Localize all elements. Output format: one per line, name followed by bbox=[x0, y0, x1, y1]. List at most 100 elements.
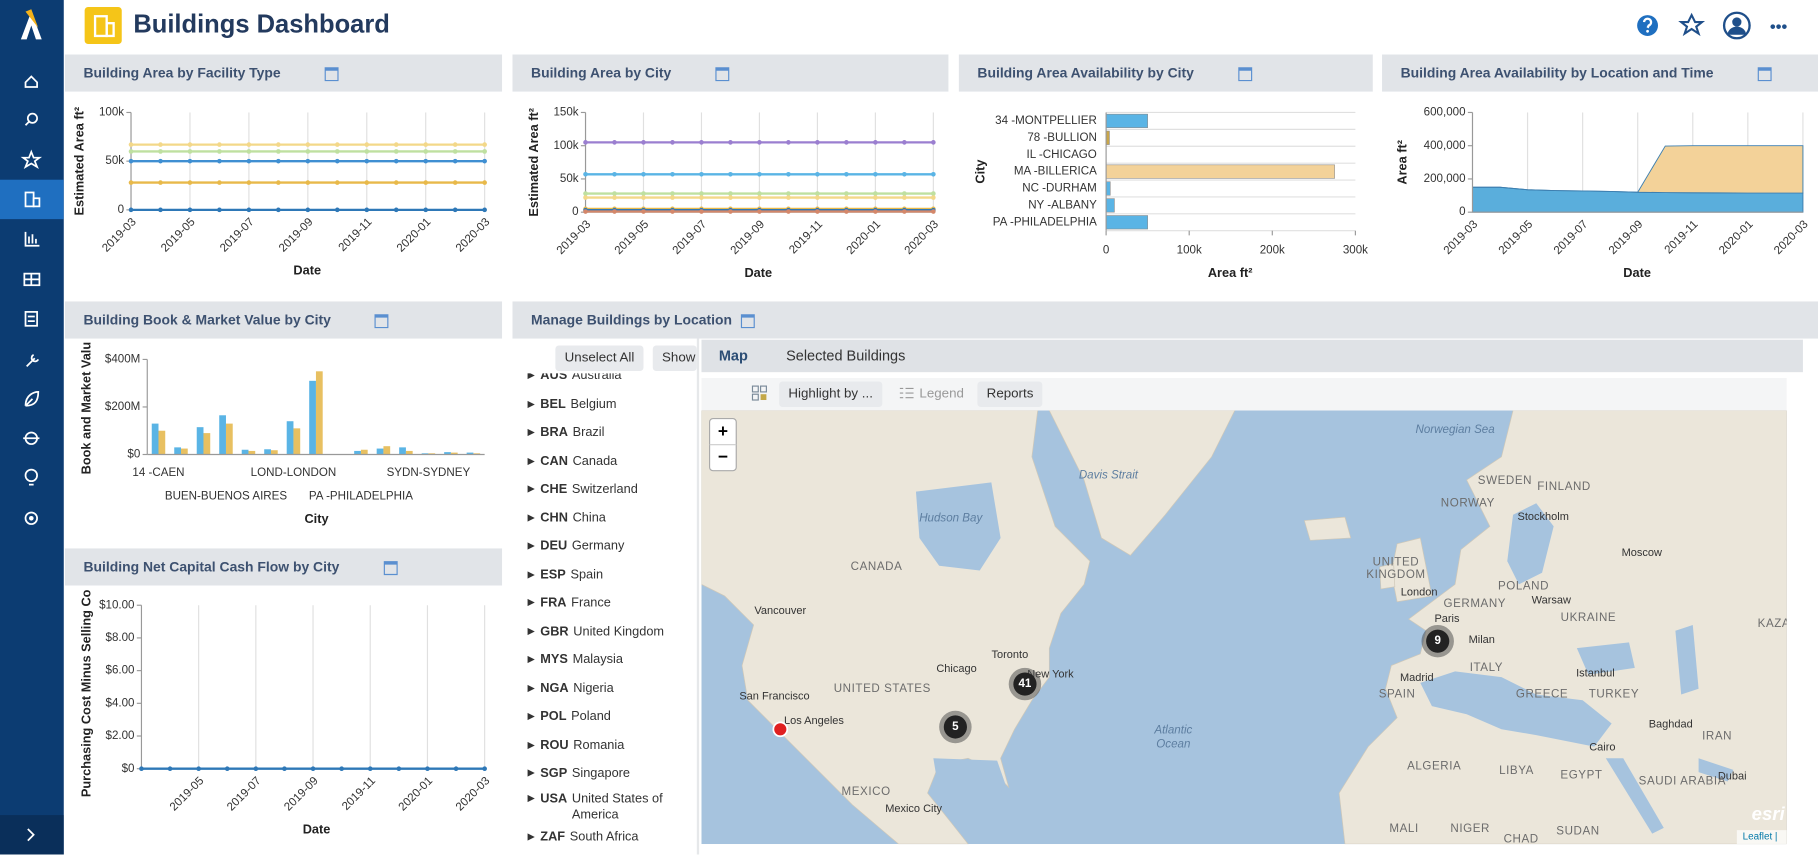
expand-arrow[interactable]: ▶ bbox=[527, 682, 535, 693]
expand-arrow[interactable]: ▶ bbox=[527, 739, 535, 750]
expand-arrow[interactable]: ▶ bbox=[527, 792, 535, 803]
expand-arrow[interactable]: ▶ bbox=[527, 710, 535, 722]
unselect-all-button[interactable]: Unselect All bbox=[555, 345, 644, 372]
tree-item[interactable]: ▶ CAN Canada bbox=[528, 447, 696, 475]
land-ireland bbox=[1379, 563, 1396, 590]
tab[interactable]: Map bbox=[718, 347, 748, 365]
point bbox=[423, 158, 429, 164]
panel-menu-icon[interactable] bbox=[383, 560, 398, 575]
tree-item[interactable]: ▶ SGP Singapore bbox=[528, 759, 696, 787]
zoom-out[interactable]: − bbox=[718, 447, 728, 467]
tree-item[interactable]: ▶ BEL Belgium bbox=[528, 390, 696, 418]
expand-sidebar[interactable] bbox=[27, 828, 35, 842]
tree-item[interactable]: ▶ FRA France bbox=[528, 589, 696, 617]
favorite-button[interactable] bbox=[1678, 12, 1706, 37]
tree-item[interactable]: ▶ ZAF South Africa bbox=[528, 823, 696, 851]
expand-arrow[interactable]: ▶ bbox=[527, 511, 535, 523]
x-axis-title: Date bbox=[293, 263, 321, 278]
cluster[interactable]: 5 bbox=[939, 710, 972, 744]
logo[interactable] bbox=[20, 11, 42, 40]
nav-tools[interactable] bbox=[26, 354, 40, 367]
nav-settings[interactable] bbox=[24, 511, 38, 525]
tree-item[interactable]: ▶ MYS Malaysia bbox=[528, 646, 696, 674]
tree-item[interactable]: ▶ BRA Brazil bbox=[528, 419, 696, 447]
map-label: NORWAY bbox=[1441, 497, 1495, 509]
point bbox=[757, 191, 762, 196]
nav-home[interactable] bbox=[24, 75, 38, 88]
nav-search[interactable] bbox=[24, 112, 38, 126]
point bbox=[452, 142, 458, 147]
panel-header: Building Net Capital Cash Flow by City bbox=[64, 548, 503, 586]
building-marker[interactable] bbox=[772, 721, 789, 738]
panel-menu-icon[interactable] bbox=[1237, 67, 1252, 81]
nav-tables[interactable] bbox=[23, 272, 41, 287]
nav-reports[interactable] bbox=[24, 231, 40, 247]
panel-menu-icon[interactable] bbox=[374, 314, 389, 328]
expand-arrow[interactable]: ▶ bbox=[527, 830, 535, 842]
tab[interactable]: Selected Buildings bbox=[786, 347, 906, 365]
show-button[interactable]: Show bbox=[652, 345, 697, 372]
expand-arrow[interactable]: ▶ bbox=[527, 483, 535, 494]
tree-item[interactable]: ▶ USA United States of America bbox=[528, 788, 696, 823]
expand-arrow[interactable]: ▶ bbox=[527, 568, 535, 580]
bar bbox=[241, 449, 249, 455]
point bbox=[305, 180, 311, 185]
point bbox=[305, 149, 311, 154]
tree-item[interactable]: ▶ CHE Switzerland bbox=[528, 475, 696, 503]
more-button[interactable] bbox=[1770, 24, 1787, 29]
tree-item[interactable]: ▶ CHN China bbox=[528, 504, 696, 532]
tree-item[interactable]: ▶ ESP Spain bbox=[528, 561, 696, 589]
expand-arrow[interactable]: ▶ bbox=[527, 398, 535, 409]
cluster[interactable]: 41 bbox=[1008, 667, 1042, 701]
nav-favorites[interactable] bbox=[20, 149, 43, 170]
nav-buildings[interactable] bbox=[24, 191, 41, 208]
x-tick-label: BUEN-BUENOS AIRES bbox=[165, 490, 288, 502]
water-hudson-bay bbox=[915, 482, 1001, 571]
country-name: Romania bbox=[573, 737, 625, 752]
expand-arrow[interactable]: ▶ bbox=[527, 653, 535, 665]
nav-sync[interactable] bbox=[23, 431, 40, 445]
nav-sustainability[interactable] bbox=[24, 391, 40, 407]
expand-arrow[interactable]: ▶ bbox=[527, 540, 535, 551]
tree-item[interactable]: ▶ ROU Romania bbox=[528, 731, 696, 759]
country-name: Switzerland bbox=[571, 482, 638, 497]
panel-menu-icon[interactable] bbox=[1757, 67, 1772, 81]
reports-button[interactable]: Reports bbox=[977, 381, 1043, 407]
expand-arrow[interactable]: ▶ bbox=[527, 426, 535, 438]
point bbox=[931, 191, 936, 196]
x-tick-label: 2020-01 bbox=[845, 218, 884, 257]
point bbox=[276, 180, 281, 185]
help-button[interactable] bbox=[1637, 15, 1658, 36]
panel-menu-icon[interactable] bbox=[715, 67, 730, 81]
panel-menu-icon[interactable] bbox=[324, 67, 339, 81]
attribution[interactable]: Leaflet | bbox=[1743, 832, 1778, 843]
map[interactable]: Norwegian Sea Davis Strait Hudson Bay SWEDE… bbox=[701, 410, 1787, 845]
layout-icon[interactable] bbox=[751, 385, 767, 401]
tree-item[interactable]: ▶ NGA Nigeria bbox=[528, 674, 696, 702]
tree-item[interactable]: ▶ POL Poland bbox=[528, 703, 696, 731]
map-label: Moscow bbox=[1622, 547, 1662, 559]
expand-arrow[interactable]: ▶ bbox=[527, 625, 535, 636]
highlight-button[interactable]: Highlight by ... bbox=[779, 381, 883, 407]
panel-menu-icon[interactable] bbox=[741, 314, 756, 328]
point bbox=[670, 209, 675, 214]
expand-arrow[interactable]: ▶ bbox=[527, 597, 535, 608]
tree-item[interactable]: ▶ DEU Germany bbox=[528, 532, 696, 560]
point bbox=[246, 142, 252, 147]
point bbox=[217, 207, 222, 213]
cluster[interactable]: 9 bbox=[1421, 624, 1454, 658]
zoom-in[interactable]: + bbox=[718, 421, 728, 441]
nav-ideas[interactable] bbox=[24, 468, 38, 486]
water-caspian bbox=[1675, 624, 1699, 695]
tree-item[interactable]: ▶ GBR United Kingdom bbox=[528, 617, 696, 645]
expand-arrow[interactable]: ▶ bbox=[527, 455, 535, 466]
bar bbox=[270, 450, 278, 455]
legend-button[interactable]: Legend bbox=[919, 387, 964, 402]
country-name: Canada bbox=[572, 453, 618, 468]
country-code: NGA bbox=[540, 681, 569, 696]
y-tick-label: $400M bbox=[105, 353, 140, 365]
expand-arrow[interactable]: ▶ bbox=[527, 767, 535, 778]
expand-arrow[interactable]: ▶ bbox=[527, 369, 535, 381]
user-button[interactable] bbox=[1722, 11, 1751, 40]
nav-documents[interactable] bbox=[24, 311, 38, 327]
